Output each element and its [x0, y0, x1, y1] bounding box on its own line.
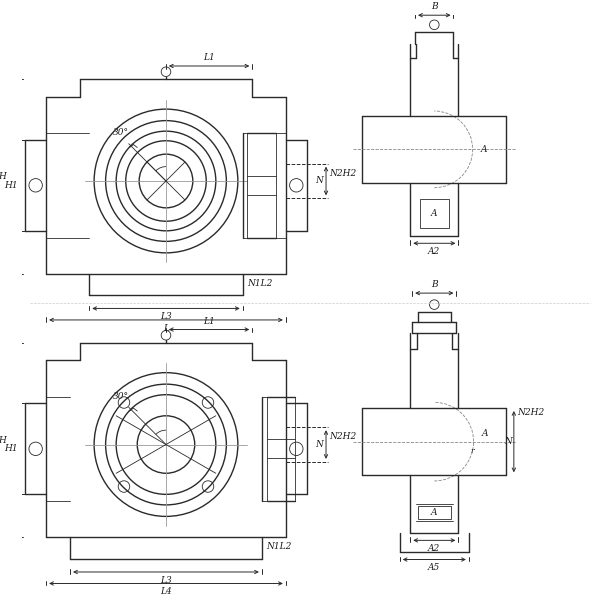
Text: N2H2: N2H2: [329, 433, 356, 442]
Text: A: A: [431, 209, 437, 218]
Text: H: H: [0, 436, 6, 445]
Text: N: N: [315, 176, 323, 185]
Text: 30°: 30°: [113, 392, 129, 401]
Text: B: B: [431, 280, 437, 289]
Text: L1: L1: [203, 317, 215, 326]
Text: N2H2: N2H2: [517, 409, 544, 418]
Text: A2: A2: [428, 544, 440, 553]
Text: H1: H1: [4, 445, 17, 454]
Text: A2: A2: [428, 247, 440, 256]
Text: L3: L3: [160, 576, 172, 585]
Text: L1: L1: [203, 53, 215, 62]
Text: N1L2: N1L2: [266, 542, 292, 551]
Text: H: H: [0, 172, 6, 181]
Bar: [418, 506, 451, 519]
Text: N1L2: N1L2: [247, 279, 273, 288]
Text: 30°: 30°: [113, 128, 129, 137]
Text: N: N: [315, 440, 323, 449]
Text: A: A: [431, 508, 437, 517]
Text: L4: L4: [160, 587, 172, 596]
Bar: [420, 199, 449, 228]
Text: A5: A5: [428, 563, 440, 572]
Text: L3: L3: [160, 312, 172, 321]
Text: r: r: [471, 447, 475, 455]
Text: A: A: [481, 145, 487, 154]
Text: H1: H1: [4, 181, 17, 190]
Text: N2H2: N2H2: [329, 169, 356, 178]
Text: L: L: [163, 324, 169, 333]
Text: B: B: [431, 2, 437, 11]
Text: N: N: [504, 437, 512, 446]
Text: A: A: [481, 430, 488, 439]
